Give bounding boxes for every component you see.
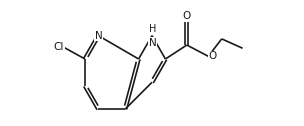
Text: H: H	[149, 24, 156, 34]
Text: O: O	[208, 51, 216, 61]
Text: O: O	[183, 11, 191, 21]
Text: N: N	[95, 31, 102, 41]
Text: N: N	[149, 38, 157, 48]
Text: Cl: Cl	[54, 42, 64, 52]
